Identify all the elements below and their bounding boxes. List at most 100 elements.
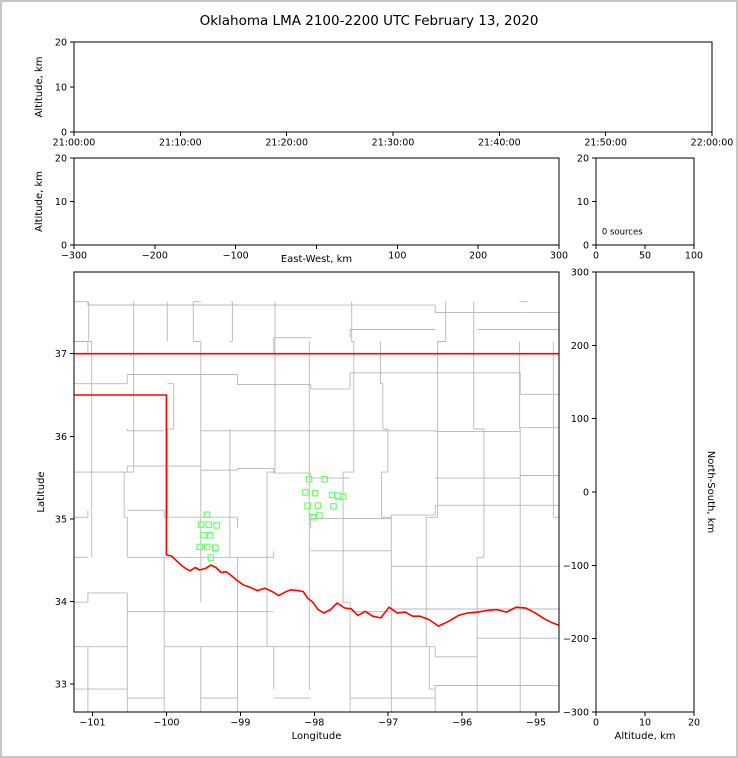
- lightning-sources: [196, 475, 347, 561]
- axes-spines: [595, 271, 695, 713]
- x-tick-label: −100: [223, 251, 249, 262]
- state-border-river: [74, 394, 559, 627]
- panel-alt_hist: 0 50 100 0 10 20 0 sources: [577, 154, 703, 262]
- source-point: [213, 522, 220, 529]
- y-tick-label: 35: [55, 514, 67, 525]
- y-axis: −300 −200 −100 0 100 200 300: [563, 268, 596, 719]
- x-tick-label: 100: [685, 251, 703, 262]
- y-tick-label: −100: [563, 561, 589, 572]
- x-tick-label: 0: [593, 718, 599, 729]
- y-tick-label: 0: [61, 128, 67, 139]
- x-axis-label: East-West, km: [281, 254, 352, 265]
- x-tick-label: −200: [142, 251, 168, 262]
- x-tick-label: 50: [639, 251, 651, 262]
- y-tick-label: −300: [563, 708, 589, 719]
- source-point: [311, 489, 319, 497]
- x-axis: −300 −200 −100 100 200 300: [61, 245, 568, 262]
- axes-spines: [73, 271, 560, 713]
- x-axis-label: Altitude, km: [615, 731, 676, 742]
- y-tick-label: 33: [55, 679, 67, 690]
- x-tick-label: −98: [304, 718, 324, 729]
- axes-spines: [73, 157, 560, 246]
- panel-ew_height: −300 −200 −100 100 200 300 0 10 20 East-West, km A…: [34, 154, 568, 266]
- source-point: [304, 502, 311, 509]
- x-tick-label: 10: [639, 718, 651, 729]
- source-point: [334, 492, 342, 499]
- panel-time_height: 21:00:00 21:10:00 21:20:00 21:30:00 21:40:00…: [34, 38, 733, 149]
- panel-ns_height: 0 10 20 −300 −200 −100 0 100 200 300 Altitude, km N…: [563, 268, 716, 743]
- y-tick-label: 0: [61, 241, 67, 252]
- x-axis-label: Longitude: [292, 731, 342, 742]
- source-point: [197, 521, 205, 528]
- x-tick-label: −96: [452, 718, 472, 729]
- y-tick-label: 37: [55, 349, 67, 360]
- x-tick-label: 22:00:00: [691, 138, 734, 149]
- source-point: [314, 502, 322, 509]
- source-point: [196, 543, 203, 551]
- y-axis: 0 10 20: [55, 154, 74, 252]
- x-tick-label: −101: [79, 718, 105, 729]
- source-point: [330, 503, 337, 510]
- x-tick-label: −97: [378, 718, 398, 729]
- source-point: [206, 532, 214, 539]
- source-point: [203, 543, 211, 551]
- x-tick-label: −99: [230, 718, 250, 729]
- x-tick-label: 21:40:00: [478, 138, 521, 149]
- y-axis-right-label: North-South, km: [705, 451, 716, 534]
- x-tick-label: 21:30:00: [372, 138, 415, 149]
- y-axis: 33 34 35 36 37: [55, 349, 74, 690]
- x-tick-label: −95: [526, 718, 546, 729]
- y-axis-label: Altitude, km: [34, 57, 45, 118]
- source-point: [328, 491, 336, 499]
- source-point: [339, 493, 347, 500]
- source-point: [203, 511, 211, 518]
- panel-map: −101 −100 −99 −98 −97 −96 −95 33 34 35 36 37 Longitu…: [36, 271, 560, 742]
- annotation-sources-count: 0 sources: [602, 228, 643, 238]
- y-tick-label: 10: [55, 83, 67, 94]
- x-axis: −101 −100 −99 −98 −97 −96 −95: [79, 712, 546, 729]
- axes-spines: [73, 41, 713, 133]
- x-tick-label: 21:10:00: [159, 138, 202, 149]
- y-tick-label: 300: [571, 268, 589, 279]
- source-point: [309, 513, 317, 521]
- x-tick-label: 200: [469, 251, 487, 262]
- x-tick-label: −300: [61, 251, 87, 262]
- county-boundaries: [74, 301, 559, 712]
- y-tick-label: 20: [577, 154, 589, 165]
- y-tick-label: 100: [571, 414, 589, 425]
- y-tick-label: 200: [571, 341, 589, 352]
- x-tick-label: 100: [388, 251, 406, 262]
- y-tick-label: −200: [563, 634, 589, 645]
- x-axis: 0 10 20: [593, 712, 700, 729]
- chart-title: Oklahoma LMA 2100-2200 UTC February 13, …: [199, 13, 539, 29]
- y-tick-label: 0: [583, 241, 589, 252]
- y-tick-label: 36: [55, 432, 67, 443]
- y-tick-label: 0: [583, 488, 589, 499]
- y-tick-label: 20: [55, 38, 67, 49]
- y-tick-label: 10: [55, 197, 67, 208]
- source-point: [207, 554, 215, 561]
- x-tick-label: 0: [593, 251, 599, 262]
- x-tick-label: 300: [550, 251, 568, 262]
- x-axis: 21:00:00 21:10:00 21:20:00 21:30:00 21:40:00…: [53, 132, 734, 149]
- source-point: [321, 475, 328, 483]
- y-tick-label: 34: [55, 597, 67, 608]
- y-tick-label: 10: [577, 197, 589, 208]
- x-tick-label: 21:50:00: [584, 138, 627, 149]
- source-point: [316, 512, 323, 519]
- source-point: [205, 521, 212, 528]
- x-tick-label: −100: [153, 718, 179, 729]
- x-tick-label: 21:20:00: [265, 138, 308, 149]
- y-axis: 0 10 20: [55, 38, 74, 139]
- source-point: [305, 475, 313, 483]
- map-layers: [74, 301, 559, 712]
- source-point: [302, 489, 309, 496]
- x-tick-label: 21:00:00: [53, 138, 96, 149]
- x-tick-label: 20: [688, 718, 700, 729]
- source-point: [200, 532, 207, 539]
- y-axis: 0 10 20: [577, 154, 596, 252]
- x-axis: 0 50 100: [593, 245, 703, 262]
- y-axis-label: Latitude: [36, 471, 47, 512]
